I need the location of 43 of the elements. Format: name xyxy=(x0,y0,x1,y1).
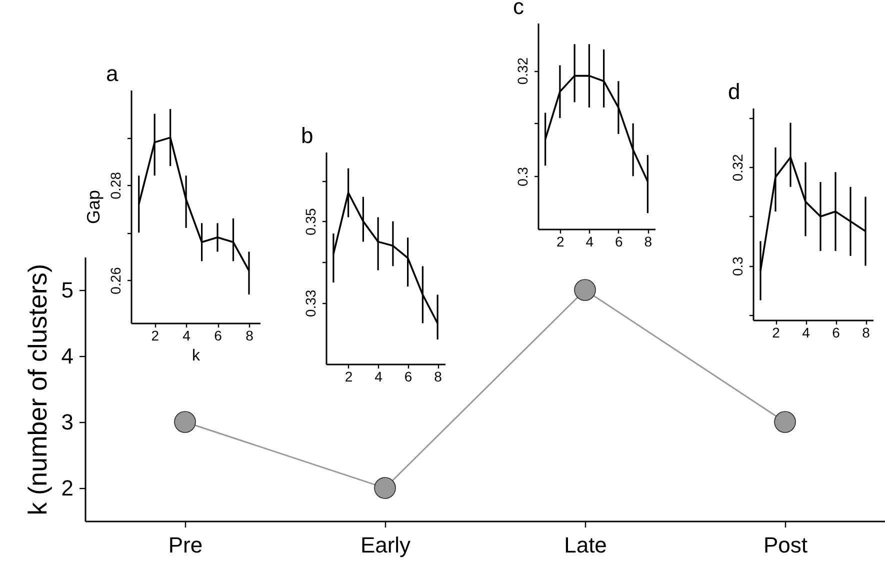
y-tick-label: 0.33 xyxy=(302,290,318,317)
y-tick-label: 0.32 xyxy=(514,57,530,85)
x-tick-label: 4 xyxy=(182,328,191,344)
x-tick-label: 8 xyxy=(644,234,652,250)
x-tick-label: Late xyxy=(564,532,607,558)
y-tick-label: 4 xyxy=(61,344,74,368)
chart-title: a xyxy=(106,61,119,86)
point xyxy=(774,411,796,433)
x-tick-label: 6 xyxy=(615,234,624,250)
x-tick-label: Pre xyxy=(168,532,203,558)
x-tick-label: 6 xyxy=(214,328,222,344)
chart-title: b xyxy=(301,123,314,148)
y-tick-label: 2 xyxy=(61,476,74,500)
x-tick-label: 6 xyxy=(404,368,412,384)
point xyxy=(374,477,396,499)
y-tick-label: 5 xyxy=(61,278,74,302)
x-tick-label: 6 xyxy=(832,324,840,340)
y-axis-title: Gap xyxy=(84,190,104,224)
x-tick-label: Early xyxy=(360,532,411,558)
x-tick-label: 4 xyxy=(802,324,810,340)
y-tick-label: 0.3 xyxy=(730,256,746,276)
x-axis-title: k xyxy=(192,348,201,364)
y-tick-label: 0.28 xyxy=(108,172,124,200)
point xyxy=(574,279,596,301)
point xyxy=(174,411,196,433)
x-tick-label: 8 xyxy=(862,324,870,340)
y-tick-label: 3 xyxy=(61,410,74,434)
y-tick-label: 0.26 xyxy=(108,266,124,294)
y-tick-label: 0.35 xyxy=(302,208,318,236)
x-tick-label: 8 xyxy=(434,368,442,384)
x-tick-label: 2 xyxy=(772,324,780,340)
x-tick-label: 2 xyxy=(556,234,565,250)
chart-title: c xyxy=(513,0,524,19)
x-tick-label: Post xyxy=(763,532,808,558)
y-tick-label: 0.32 xyxy=(730,154,746,182)
x-tick-label: 8 xyxy=(246,328,254,344)
x-tick-label: 2 xyxy=(344,368,353,384)
chart-title: d xyxy=(728,79,740,104)
x-tick-label: 4 xyxy=(374,368,383,384)
x-tick-label: 4 xyxy=(586,234,594,250)
y-axis-title: k (number of clusters) xyxy=(22,264,52,516)
y-tick-label: 0.3 xyxy=(514,166,530,186)
x-tick-label: 2 xyxy=(151,328,160,344)
